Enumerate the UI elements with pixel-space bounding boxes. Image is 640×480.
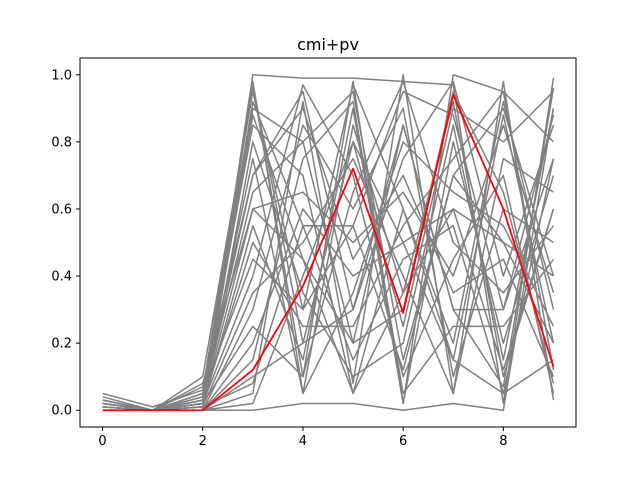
x-tick-label-1: 2 [199,434,207,449]
highlight-series-group [102,94,555,412]
background-series-line-19 [102,80,555,411]
background-series-line-6 [102,90,555,411]
highlight-series-line [102,94,555,412]
y-tick-label-0: 0.0 [51,404,72,419]
y-tick-label-1: 0.2 [51,337,72,352]
x-tick-label-0: 0 [98,434,106,449]
x-tick-label-4: 8 [499,434,507,449]
background-series-line-27 [102,90,555,411]
plot-frame [79,57,577,428]
y-tick-label-4: 0.8 [51,135,72,150]
x-tick-label-2: 4 [299,434,307,449]
x-axis: 0 2 4 6 8 [98,427,507,449]
y-tick-label-5: 1.0 [51,68,72,83]
chart-title: cmi+pv [297,35,359,54]
background-series-line-25 [102,84,555,411]
x-tick-label-3: 6 [399,434,407,449]
background-series-line-22 [102,124,555,411]
y-tick-label-3: 0.6 [51,202,72,217]
y-tick-label-2: 0.4 [51,270,72,285]
background-series-line-29 [102,100,555,411]
y-axis: 0.0 0.2 0.4 0.6 0.8 1.0 [51,68,80,419]
